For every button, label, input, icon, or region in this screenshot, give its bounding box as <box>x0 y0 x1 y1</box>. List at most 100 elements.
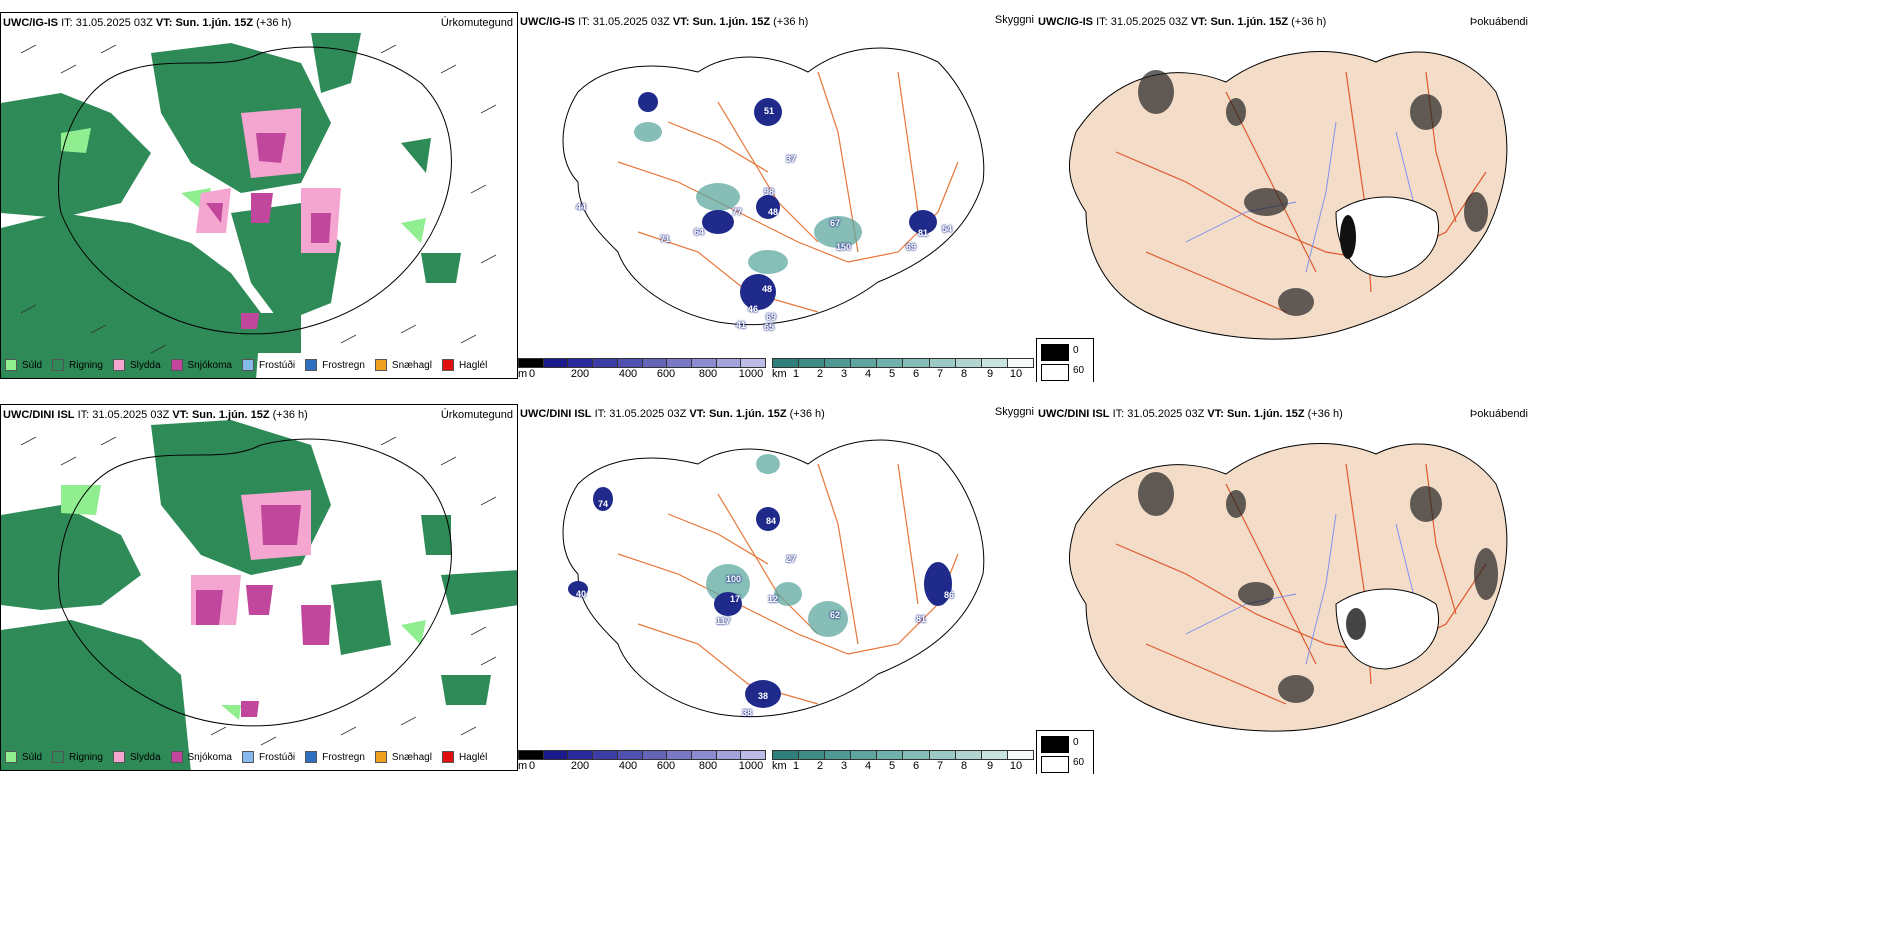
cloud-base-bar <box>518 750 766 760</box>
visibility-bar <box>772 750 1034 760</box>
visibility-value-label: 150 <box>836 242 852 252</box>
visibility-tick: 9 <box>986 368 994 380</box>
precip-legend-swatch <box>241 359 254 371</box>
panel-title: Úrkomutegund <box>440 17 513 29</box>
visibility-value-label: 51 <box>764 106 775 116</box>
precip-legend-label: Frostregn <box>322 751 365 763</box>
precip-legend-swatch <box>441 359 454 371</box>
cloud-base-tick: 1000 <box>738 368 764 380</box>
precip-legend-label: Súld <box>22 751 43 763</box>
panel-header: UWC/IG-IS IT: 31.05.2025 03Z VT: Sun. 1.… <box>1038 16 1326 28</box>
visibility-value-label: 65 <box>764 322 775 332</box>
valid-time: Sun. 1.jún. 15Z <box>708 408 787 420</box>
visibility-value-label: 117 <box>716 616 731 626</box>
precip-legend-swatch <box>170 751 183 763</box>
precip-legend-item: Rigning <box>52 751 103 763</box>
model-name: UWC/DINI ISL <box>520 408 592 420</box>
panel-header: UWC/IG-IS IT: 31.05.2025 03Z VT: Sun. 1.… <box>3 17 291 29</box>
valid-label: VT: <box>1207 408 1224 420</box>
precip-legend: Súld Rigning Slydda Snjókoma Frostúði Frostre… <box>5 751 487 763</box>
panel-header: UWC/IG-IS IT: 31.05.2025 03Z VT: Sun. 1.… <box>520 16 808 28</box>
cloud-base-tick: 600 <box>656 368 676 380</box>
visibility-tick: 8 <box>960 760 968 772</box>
precip-legend-item: Rigning <box>52 359 103 371</box>
precip-legend-item: Slydda <box>112 359 161 371</box>
init-label: IT: <box>1096 16 1108 28</box>
fog-legend-max: 60 <box>1073 365 1085 376</box>
cloud-base-tick: 200 <box>570 368 590 380</box>
panel-precip-type-bottom: UWC/DINI ISL IT: 31.05.2025 03Z VT: Sun.… <box>0 404 518 771</box>
fog-legend-min-swatch <box>1041 364 1069 381</box>
visibility-tick: 3 <box>840 368 848 380</box>
precip-legend-label: Frostúði <box>258 359 296 371</box>
model-name: UWC/IG-IS <box>520 16 575 28</box>
precip-legend-swatch <box>374 751 387 763</box>
panel-header: UWC/DINI ISL IT: 31.05.2025 03Z VT: Sun.… <box>3 409 308 421</box>
visibility-value-label: 27 <box>786 554 797 564</box>
precip-legend-swatch <box>305 751 318 763</box>
precip-legend-item: Frostregn <box>305 359 365 371</box>
visibility-value-label: 17 <box>730 594 741 604</box>
valid-time: Sun. 1.jún. 15Z <box>692 16 771 28</box>
precip-legend-swatch <box>5 359 17 371</box>
valid-label: VT: <box>155 17 173 29</box>
visibility-value-label: 48 <box>768 207 779 217</box>
panel-title: Úrkomutegund <box>440 409 513 421</box>
cloud-base-colorbar: m 0 200 400 600 800 1000 <box>518 750 768 772</box>
fog-legend-min: 0 <box>1073 345 1079 356</box>
visibility-tick: 5 <box>888 760 896 772</box>
precip-legend-label: Snjókoma <box>187 359 232 371</box>
precip-legend-swatch <box>441 751 454 763</box>
cloud-base-tick: 600 <box>656 760 676 772</box>
panel-header: UWC/DINI ISL IT: 31.05.2025 03Z VT: Sun.… <box>1038 408 1343 420</box>
precip-legend-item: Frostúði <box>241 359 296 371</box>
cloud-base-tick: 1000 <box>738 760 764 772</box>
visibility-map-top <box>562 47 985 326</box>
visibility-value-label: 71 <box>660 234 671 244</box>
visibility-value-label: 46 <box>748 304 759 314</box>
init-label: IT: <box>61 17 73 29</box>
visibility-value-label: 98 <box>764 187 775 197</box>
lead-time: (+36 h) <box>789 408 825 420</box>
visibility-tick: 4 <box>864 368 872 380</box>
lead-time: (+36 h) <box>256 17 292 29</box>
precip-legend-swatch <box>112 751 125 763</box>
visibility-value-label: 44 <box>576 202 587 212</box>
init-label: IT: <box>77 409 90 421</box>
precip-legend-label: Rigning <box>69 751 103 763</box>
precip-legend-label: Slydda <box>129 359 161 371</box>
precip-legend-swatch <box>5 751 17 763</box>
cloud-base-tick: 800 <box>698 368 718 380</box>
visibility-value-label: 81 <box>916 614 927 624</box>
valid-time: Sun. 1.jún. 15Z <box>1226 408 1305 420</box>
precip-legend-label: Snæhagl <box>391 751 432 763</box>
visibility-tick: 2 <box>816 368 824 380</box>
precip-legend-label: Frostregn <box>322 359 365 371</box>
visibility-tick: 10 <box>1009 760 1023 772</box>
cloud-base-tick: 400 <box>618 760 638 772</box>
lead-time: (+36 h) <box>1291 16 1327 28</box>
init-time: 31.05.2025 03Z <box>92 409 170 421</box>
panel-header: UWC/DINI ISL IT: 31.05.2025 03Z VT: Sun.… <box>520 408 825 420</box>
visibility-tick: 7 <box>936 760 944 772</box>
visibility-value-label: 62 <box>830 610 841 620</box>
visibility-value-label: 12 <box>768 594 779 604</box>
precip-legend-item: Snjókoma <box>170 751 232 763</box>
visibility-bar <box>772 358 1034 368</box>
fog-legend: 0 60 <box>1036 730 1094 774</box>
fog-legend-max: 60 <box>1073 757 1085 768</box>
fog-map-top <box>1068 51 1508 340</box>
precip-legend-item: Snæhagl <box>374 359 432 371</box>
visibility-tick: 10 <box>1009 368 1023 380</box>
panel-title: Skyggni <box>994 406 1034 418</box>
valid-time: Sun. 1.jún. 15Z <box>175 17 254 29</box>
fog-legend-min-swatch <box>1041 756 1069 773</box>
model-name: UWC/IG-IS <box>1038 16 1093 28</box>
visibility-value-label: 86 <box>944 590 955 600</box>
visibility-tick: 6 <box>912 760 920 772</box>
visibility-value-label: 77 <box>732 207 743 217</box>
precip-legend-item: Haglél <box>441 751 487 763</box>
panel-title: Þokuábendi <box>1469 16 1528 28</box>
visibility-colorbar: km 1 2 3 4 5 6 7 8 9 10 <box>772 358 1036 380</box>
model-name: UWC/DINI ISL <box>3 409 75 421</box>
